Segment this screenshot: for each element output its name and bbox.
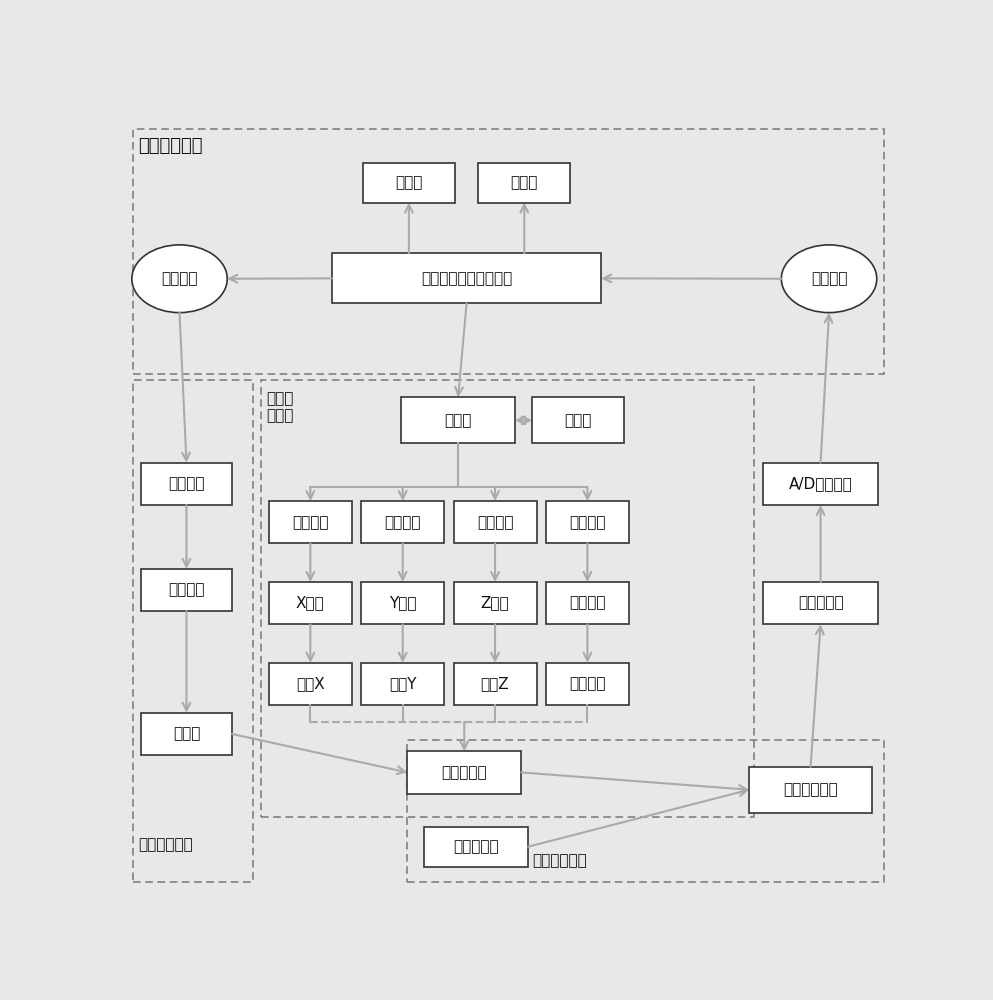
Text: Z电机: Z电机	[481, 596, 509, 611]
Text: X电机: X电机	[296, 596, 325, 611]
Text: 滑轨X: 滑轨X	[296, 676, 325, 691]
FancyBboxPatch shape	[407, 751, 521, 794]
Text: 多通道静电计: 多通道静电计	[783, 782, 838, 797]
FancyBboxPatch shape	[361, 663, 444, 705]
Ellipse shape	[132, 245, 227, 313]
Text: 信号放大器: 信号放大器	[797, 596, 843, 611]
Text: 下位机: 下位机	[445, 413, 472, 428]
Text: 打印机: 打印机	[510, 175, 538, 190]
FancyBboxPatch shape	[361, 582, 444, 624]
Text: A/D转换电路: A/D转换电路	[788, 476, 852, 491]
FancyBboxPatch shape	[332, 253, 602, 303]
Text: 参考电离室: 参考电离室	[454, 839, 499, 854]
FancyBboxPatch shape	[763, 463, 878, 505]
Text: 运动控
制单元: 运动控 制单元	[266, 391, 294, 424]
Text: 上位机及应用控制程序: 上位机及应用控制程序	[421, 271, 512, 286]
Text: 信号采集: 信号采集	[811, 271, 847, 286]
FancyBboxPatch shape	[479, 163, 570, 203]
Text: 水箱体: 水箱体	[173, 726, 201, 741]
Text: 显示器: 显示器	[395, 175, 423, 190]
FancyBboxPatch shape	[546, 501, 629, 543]
FancyBboxPatch shape	[546, 663, 629, 705]
FancyBboxPatch shape	[454, 501, 536, 543]
Text: 驱动电路: 驱动电路	[292, 515, 329, 530]
FancyBboxPatch shape	[424, 827, 528, 867]
FancyBboxPatch shape	[546, 582, 629, 624]
Text: 旋转支架: 旋转支架	[569, 676, 606, 691]
FancyBboxPatch shape	[454, 582, 536, 624]
Text: 测量探测器: 测量探测器	[442, 765, 488, 780]
FancyBboxPatch shape	[141, 463, 231, 505]
Text: 误差计算: 误差计算	[161, 271, 198, 286]
Text: 调整装置: 调整装置	[168, 583, 205, 598]
Text: 滑轨Z: 滑轨Z	[481, 676, 509, 691]
Text: 转动电机: 转动电机	[569, 596, 606, 611]
FancyBboxPatch shape	[141, 569, 231, 611]
Text: 驱动电路: 驱动电路	[384, 515, 421, 530]
Ellipse shape	[781, 245, 877, 313]
FancyBboxPatch shape	[361, 501, 444, 543]
FancyBboxPatch shape	[269, 582, 352, 624]
FancyBboxPatch shape	[532, 397, 625, 443]
FancyBboxPatch shape	[269, 501, 352, 543]
Text: 驱动电路: 驱动电路	[477, 515, 513, 530]
Text: 驱动电路: 驱动电路	[569, 515, 606, 530]
Text: 应用控制软件: 应用控制软件	[138, 137, 203, 155]
Text: 滑轨Y: 滑轨Y	[389, 676, 416, 691]
Text: 剂量测量单元: 剂量测量单元	[532, 853, 587, 868]
FancyBboxPatch shape	[141, 713, 231, 755]
FancyBboxPatch shape	[763, 582, 878, 624]
FancyBboxPatch shape	[749, 767, 872, 813]
Text: 自动摆位单元: 自动摆位单元	[138, 837, 193, 852]
FancyBboxPatch shape	[362, 163, 455, 203]
FancyBboxPatch shape	[401, 397, 515, 443]
Text: 控制盒: 控制盒	[564, 413, 592, 428]
Text: Y电机: Y电机	[389, 596, 416, 611]
FancyBboxPatch shape	[269, 663, 352, 705]
Text: 控制电路: 控制电路	[168, 476, 205, 491]
FancyBboxPatch shape	[454, 663, 536, 705]
